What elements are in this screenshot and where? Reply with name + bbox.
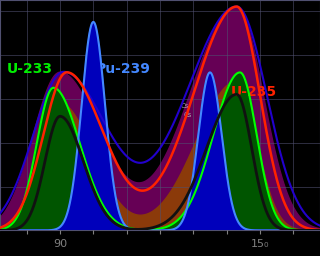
Text: Cs: Cs <box>181 103 189 109</box>
Text: Pu-239: Pu-239 <box>96 62 151 76</box>
Text: Cs: Cs <box>184 112 192 118</box>
Text: U-235: U-235 <box>230 85 276 99</box>
Text: U-233: U-233 <box>6 62 52 76</box>
